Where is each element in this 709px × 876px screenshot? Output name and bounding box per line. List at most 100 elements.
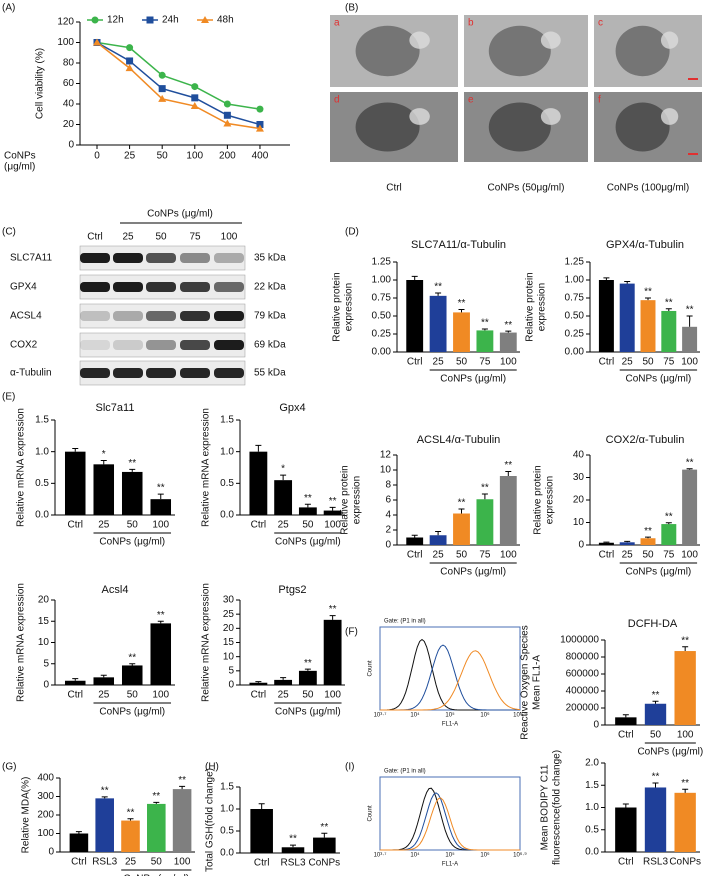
- error-bar: [652, 700, 659, 704]
- error-bar: [682, 646, 689, 652]
- error-bar: [329, 506, 336, 511]
- blot-band: [214, 340, 244, 350]
- y-axis-label: Mean BODIPY C11: [540, 764, 551, 850]
- error-bar: [645, 536, 651, 539]
- bar: [298, 670, 317, 685]
- data-point: [255, 124, 264, 132]
- y-tick-label: 1.5: [35, 415, 49, 426]
- em-caption: Ctrl: [386, 183, 402, 194]
- y-axis-label: Relative mRNA expression: [201, 583, 212, 702]
- x-tick-label: Ctrl: [251, 690, 267, 701]
- error-bar: [411, 275, 418, 280]
- em-tile-letter: b: [468, 18, 474, 29]
- bar: [661, 310, 677, 352]
- significance: **: [329, 604, 337, 615]
- x-tick-label: Ctrl: [67, 690, 83, 701]
- error-bar: [258, 803, 265, 809]
- flow-curve: [380, 638, 520, 711]
- x-tick-label: 100: [681, 550, 698, 561]
- band-size: 79 kDa: [254, 311, 286, 322]
- protein-name: SLC7A11: [10, 253, 53, 264]
- em-tile-letter: a: [334, 18, 340, 29]
- significance: **: [686, 305, 694, 316]
- lane-label: 25: [122, 232, 134, 243]
- em-cell: [615, 102, 670, 152]
- x-tick-label: 50: [127, 520, 139, 531]
- bar: [93, 677, 115, 685]
- blot-band: [214, 253, 244, 263]
- error-bar: [72, 678, 79, 681]
- x-tick-label: 50: [642, 550, 654, 561]
- error-bar: [280, 474, 287, 481]
- error-bar: [179, 785, 186, 790]
- bar: [619, 542, 635, 545]
- x-tick-label: Ctrl: [67, 520, 83, 531]
- bar: [274, 480, 293, 515]
- y-tick-label: 60: [63, 78, 75, 89]
- blot-band: [146, 340, 176, 350]
- y-tick-label: 40: [573, 450, 585, 461]
- data-point: [125, 64, 134, 72]
- y-tick-label: 1.00: [565, 275, 585, 286]
- flow-frame: [379, 776, 521, 851]
- bar: [615, 807, 637, 852]
- x-tick-label: 75: [479, 550, 491, 561]
- blot-header: CoNPs (μg/ml): [147, 209, 213, 220]
- em-cell: [488, 102, 551, 152]
- x-tick-label: 100: [681, 357, 698, 368]
- error-bar: [75, 831, 82, 834]
- y-tick-label: 1.25: [372, 257, 392, 268]
- y-tick-label: 0.00: [565, 347, 585, 358]
- error-bar: [329, 615, 336, 620]
- blot-band: [113, 311, 143, 321]
- y-tick-label: 12: [380, 450, 392, 461]
- blot-band: [113, 282, 143, 292]
- x-axis-label: CoNPs (μg/ml): [626, 374, 692, 385]
- y-axis-label: Relative mRNA expression: [201, 408, 212, 527]
- x-axis-label: CoNPs (μg/ml): [440, 567, 506, 578]
- flow-x-tick: 10³·⁷: [374, 852, 387, 859]
- flow-x-tick: 10³·⁷: [374, 712, 387, 719]
- error-bar: [304, 668, 311, 671]
- y-tick-label: 10: [223, 651, 235, 662]
- blot-band: [113, 368, 143, 378]
- y-axis-label: Reactive Oxygen Species: [520, 625, 531, 740]
- bar: [619, 283, 635, 352]
- error-bar: [435, 531, 442, 536]
- y-axis-label: Relative mRNA expression: [16, 583, 27, 702]
- y-axis-label: expression: [545, 476, 556, 524]
- y-tick-label: 20: [38, 595, 50, 606]
- bar: [640, 538, 656, 545]
- blot-band: [180, 282, 210, 292]
- x-tick-label: 50: [302, 520, 314, 531]
- chart-title: Acsl4: [102, 584, 129, 596]
- x-tick-label: 100: [152, 520, 169, 531]
- flow-x-tick: 10⁴: [410, 852, 420, 859]
- y-tick-label: 10: [38, 637, 50, 648]
- flow-x-label: FL1-A: [442, 862, 458, 868]
- y-tick-label: 20: [573, 495, 585, 506]
- significance: **: [652, 772, 660, 783]
- y-tick-label: 0.25: [565, 329, 585, 340]
- em-tile-letter: f: [598, 95, 601, 106]
- y-tick-label: 5: [43, 658, 49, 669]
- panel-label: (A): [2, 3, 15, 14]
- y-axis-label: Relative protein: [340, 465, 351, 534]
- lane-label: 100: [221, 232, 238, 243]
- significance: **: [101, 786, 109, 797]
- error-bar: [101, 796, 108, 799]
- blot-band: [80, 368, 110, 378]
- y-tick-label: 0.5: [35, 478, 49, 489]
- x-tick-label: Ctrl: [254, 858, 270, 869]
- significance: **: [644, 287, 652, 298]
- error-bar: [72, 448, 79, 452]
- x-axis-label: CoNPs (μg/ml): [637, 747, 703, 758]
- significance: **: [481, 483, 489, 494]
- y-axis-label: Cell viability (%): [35, 48, 46, 119]
- error-bar: [686, 315, 693, 327]
- lane-label: Ctrl: [87, 232, 103, 243]
- band-size: 22 kDa: [254, 282, 286, 293]
- x-tick-label: 25: [433, 550, 445, 561]
- y-tick-label: 1000000: [560, 635, 599, 646]
- data-point: [158, 71, 166, 79]
